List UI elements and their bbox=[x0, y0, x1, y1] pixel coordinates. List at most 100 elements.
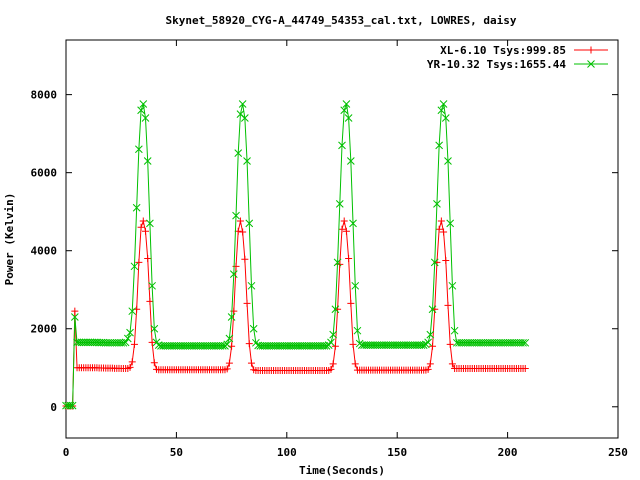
data-point bbox=[229, 270, 238, 278]
data-point bbox=[433, 200, 441, 208]
data-point bbox=[70, 313, 79, 321]
data-point bbox=[426, 330, 435, 339]
data-point bbox=[66, 401, 75, 410]
data-point bbox=[446, 340, 454, 348]
data-point bbox=[141, 227, 149, 235]
data-point bbox=[137, 106, 145, 115]
data-point bbox=[139, 100, 148, 108]
legend-label: YR-10.32 Tsys:1655.44 bbox=[427, 58, 566, 71]
data-point bbox=[444, 157, 452, 165]
data-point bbox=[329, 330, 338, 339]
legend-marker bbox=[587, 60, 595, 68]
data-point bbox=[437, 217, 445, 225]
data-point bbox=[135, 145, 143, 154]
data-point bbox=[327, 338, 335, 347]
data-point bbox=[435, 225, 443, 233]
data-point bbox=[139, 217, 147, 225]
data-point bbox=[329, 360, 337, 368]
data-point bbox=[351, 360, 359, 368]
data-point bbox=[437, 106, 446, 115]
data-point bbox=[444, 301, 452, 309]
data-point bbox=[440, 228, 448, 236]
data-point bbox=[123, 334, 132, 343]
data-point bbox=[340, 106, 349, 115]
data-point bbox=[148, 338, 156, 346]
data-point bbox=[144, 255, 152, 263]
y-axis: 0 2000 4000 6000 8000 bbox=[31, 89, 618, 414]
data-point bbox=[143, 157, 152, 165]
data-point bbox=[146, 219, 154, 228]
y-tick-label: 8000 bbox=[31, 89, 58, 102]
x-tick-label: 200 bbox=[498, 446, 518, 459]
data-point bbox=[338, 141, 346, 150]
data-point bbox=[146, 297, 154, 305]
data-point bbox=[243, 157, 251, 165]
data-point bbox=[521, 365, 529, 373]
series-1 bbox=[62, 217, 529, 410]
data-point bbox=[333, 258, 342, 267]
data-point bbox=[340, 217, 348, 225]
data-point bbox=[236, 217, 244, 225]
data-point bbox=[331, 305, 340, 314]
data-point bbox=[234, 149, 243, 158]
data-point bbox=[345, 255, 353, 263]
data-point bbox=[249, 324, 258, 333]
data-point bbox=[223, 365, 231, 373]
data-point bbox=[238, 100, 247, 108]
data-point bbox=[132, 203, 141, 212]
data-point bbox=[126, 363, 134, 371]
data-point bbox=[448, 281, 457, 290]
data-point bbox=[448, 360, 456, 368]
data-point bbox=[150, 359, 158, 367]
data-point bbox=[424, 365, 432, 373]
x-axis-label: Time(Seconds) bbox=[299, 464, 385, 477]
data-point bbox=[227, 313, 236, 321]
data-point bbox=[446, 219, 455, 228]
data-point bbox=[344, 114, 353, 122]
data-point bbox=[347, 299, 355, 307]
data-point bbox=[322, 342, 331, 350]
x-axis: 0 50 100 150 200 250 bbox=[63, 40, 628, 459]
data-point bbox=[128, 307, 137, 316]
data-point bbox=[243, 299, 251, 307]
series-2 bbox=[62, 100, 530, 410]
data-point bbox=[121, 338, 130, 347]
y-tick-label: 6000 bbox=[31, 167, 58, 180]
data-point bbox=[424, 338, 432, 347]
data-point bbox=[126, 328, 134, 337]
data-point bbox=[426, 360, 434, 368]
plot-area-border bbox=[65, 39, 619, 439]
data-point bbox=[137, 223, 145, 231]
data-point bbox=[439, 100, 448, 108]
data-point bbox=[435, 141, 444, 150]
data-point bbox=[150, 324, 159, 333]
data-point bbox=[353, 326, 362, 335]
data-point bbox=[441, 114, 450, 122]
data-point bbox=[141, 114, 150, 122]
y-tick-label: 4000 bbox=[31, 245, 58, 258]
legend-label: XL-6.10 Tsys:999.85 bbox=[440, 44, 566, 57]
data-point bbox=[135, 258, 143, 266]
data-point bbox=[128, 358, 136, 366]
data-point bbox=[218, 342, 227, 350]
data-point bbox=[419, 341, 428, 349]
chart-title: Skynet_58920_CYG-A_44749_54353_cal.txt, … bbox=[166, 14, 517, 27]
data-point bbox=[148, 281, 156, 290]
legend-marker bbox=[587, 46, 595, 54]
data-point bbox=[521, 338, 530, 347]
x-tick-label: 150 bbox=[387, 446, 407, 459]
y-tick-label: 2000 bbox=[31, 323, 58, 336]
series-layer bbox=[62, 100, 530, 410]
data-point bbox=[342, 100, 351, 108]
data-point bbox=[327, 365, 335, 373]
data-point bbox=[450, 326, 459, 335]
data-point bbox=[240, 114, 249, 122]
data-point bbox=[232, 211, 240, 220]
data-point bbox=[245, 219, 254, 228]
data-point bbox=[245, 340, 253, 348]
series-line bbox=[66, 103, 526, 407]
data-point bbox=[130, 340, 138, 348]
data-point bbox=[335, 200, 344, 208]
